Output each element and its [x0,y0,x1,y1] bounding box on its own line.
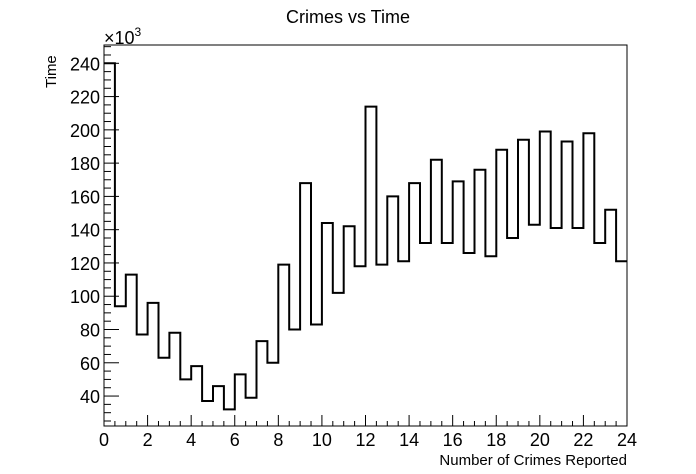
x-axis-label: Number of Crimes Reported [439,452,627,469]
y-tick-label: 120 [70,254,100,274]
x-tick-label: 24 [617,430,637,450]
y-tick-label: 220 [70,88,100,108]
x-tick-label: 4 [186,430,196,450]
y-tick-label: 40 [80,387,100,407]
y-tick-label: 60 [80,354,100,374]
y-tick-label: 140 [70,221,100,241]
y-tick-label: 80 [80,321,100,341]
y-tick-label: 200 [70,121,100,141]
x-tick-label: 16 [443,430,463,450]
x-tick-label: 18 [486,430,506,450]
tick-labels: 0 2 4 6 8 10 12 14 16 18 20 22 244060801001201401601… [70,54,637,450]
y-axis-multiplier: ×103 [104,25,142,48]
y-tick-label: 160 [70,187,100,207]
x-tick-label: 8 [273,430,283,450]
histogram-series-line [104,62,627,411]
x-tick-label: 22 [573,430,593,450]
y-tick-label: 180 [70,154,100,174]
x-tick-label: 12 [355,430,375,450]
axis-ticks [103,46,628,426]
y-axis-label: Time [43,55,60,88]
x-tick-label: 6 [230,430,240,450]
x-tick-label: 10 [312,430,332,450]
chart-title: Crimes vs Time [286,7,410,27]
x-tick-label: 2 [143,430,153,450]
x-tick-label: 20 [530,430,550,450]
x-tick-label: 0 [99,430,109,450]
y-tick-label: 100 [70,287,100,307]
y-tick-label: 240 [70,54,100,74]
x-tick-label: 14 [399,430,419,450]
